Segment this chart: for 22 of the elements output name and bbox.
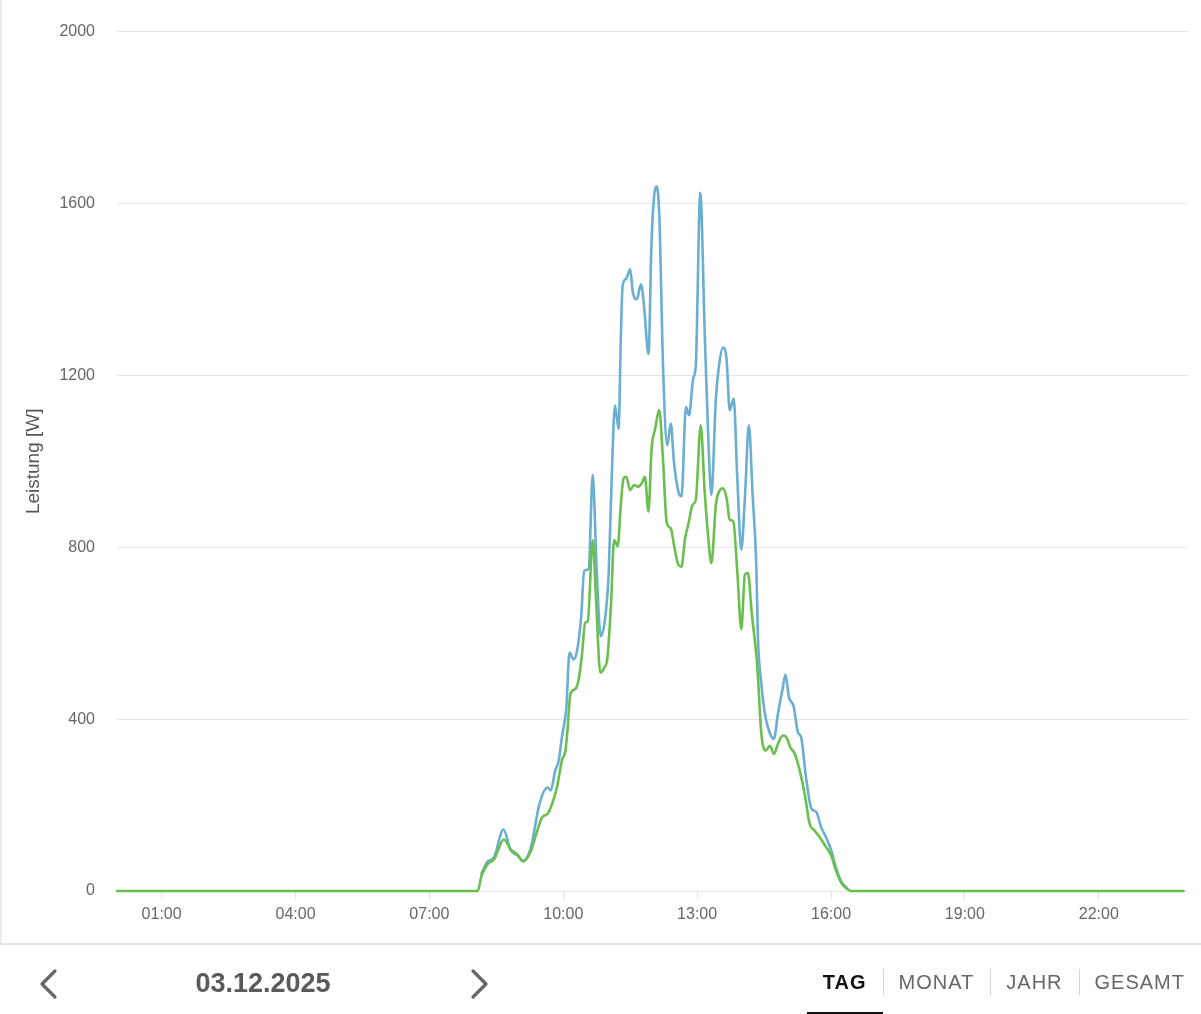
line-series <box>115 408 1185 893</box>
x-tick-label: 07:00 <box>409 905 450 923</box>
y-tick-label: 800 <box>68 537 96 555</box>
x-tick-label: 04:00 <box>275 905 316 923</box>
text: GESAMT <box>1078 945 1201 1014</box>
x-tick-label: 10:00 <box>543 905 584 923</box>
y-tick-label: 1200 <box>59 365 96 383</box>
y-tick-label: 1600 <box>59 193 96 211</box>
text: JAHR <box>990 945 1079 1014</box>
text: TAG <box>806 945 883 1014</box>
y-axis-title: Leistung [W] <box>21 408 43 515</box>
x-tick-label: 13:00 <box>677 905 718 923</box>
text: 03.12.2025 <box>194 968 332 998</box>
x-tick-label: 22:00 <box>1078 905 1119 923</box>
text: MONAT <box>882 945 991 1014</box>
y-tick-label: 2000 <box>59 22 96 40</box>
x-tick-label: 19:00 <box>944 905 985 923</box>
x-tick-label: 16:00 <box>810 905 852 923</box>
x-tick-label: 01:00 <box>141 905 182 923</box>
line-series <box>480 184 849 890</box>
y-tick-label: 400 <box>68 709 96 727</box>
y-tick-label: 0 <box>86 881 96 899</box>
